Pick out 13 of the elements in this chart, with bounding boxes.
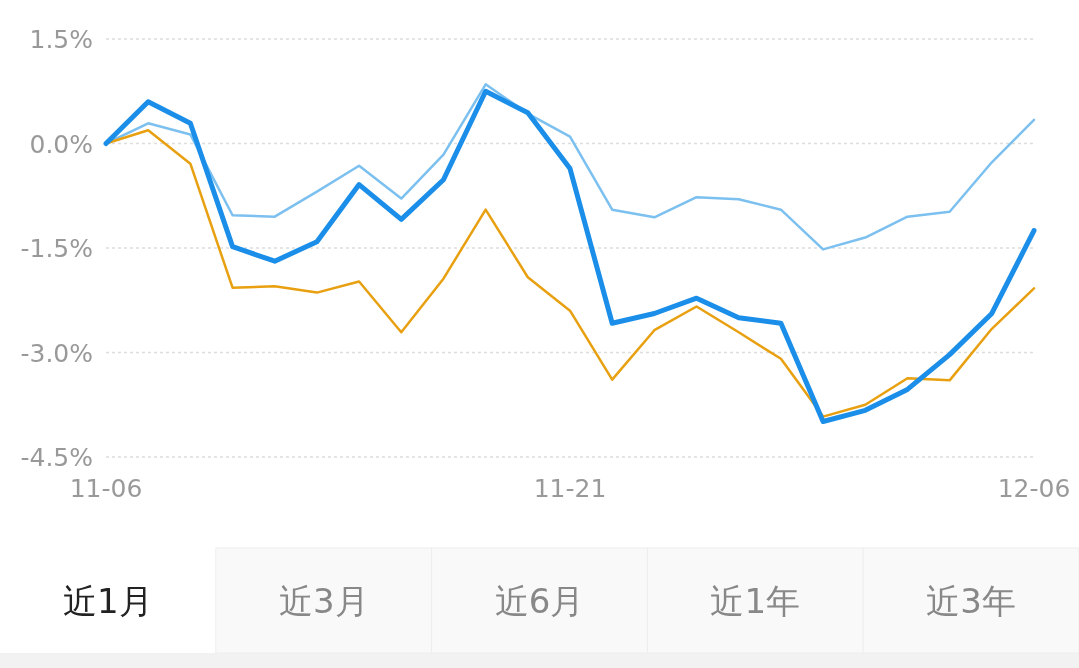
y-tick-label: -4.5% bbox=[20, 443, 93, 472]
y-tick-label: -3.0% bbox=[20, 338, 93, 368]
y-tick-label: -1.5% bbox=[20, 234, 93, 263]
text: 近3年 bbox=[926, 581, 1016, 621]
x-tick-label: 11-21 bbox=[533, 474, 607, 503]
x-tick-label: 11-06 bbox=[69, 474, 143, 503]
text: 近1月 bbox=[63, 581, 153, 621]
text: 近3月 bbox=[278, 581, 369, 621]
y-tick-label: 0.0% bbox=[29, 129, 93, 159]
y-tick-label: 1.5% bbox=[29, 25, 93, 54]
x-tick-label: 12-06 bbox=[997, 474, 1071, 503]
text: 近6月 bbox=[494, 581, 585, 621]
text: 近1年 bbox=[710, 581, 801, 621]
